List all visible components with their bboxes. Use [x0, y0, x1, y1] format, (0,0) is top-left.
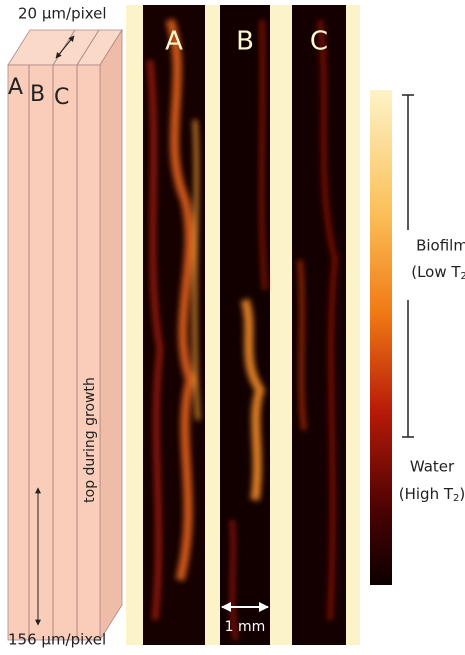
column-label: C — [54, 85, 69, 110]
scale-bar-label: 1 mm — [225, 619, 266, 635]
image-strips — [126, 5, 360, 645]
biofilm-note: (Low T2) — [411, 263, 465, 283]
biofilm-label: Biofilm — [416, 237, 465, 255]
figure: 20 µm/pixel 156 µm/pixel A B C top durin… — [0, 0, 465, 655]
orientation-label: top during growth — [82, 377, 98, 503]
water-label: Water — [410, 458, 455, 476]
water-note: (High T2) — [399, 485, 465, 505]
bottom-resolution: 156 µm/pixel — [8, 631, 106, 649]
colorbar — [370, 90, 392, 585]
panel-label: B — [236, 27, 254, 57]
column-label: A — [8, 75, 23, 100]
top-resolution: 20 µm/pixel — [18, 5, 107, 23]
sample-block — [8, 30, 122, 640]
column-label: B — [30, 82, 45, 107]
panel-label: A — [165, 27, 183, 57]
panel-label: C — [310, 27, 328, 57]
